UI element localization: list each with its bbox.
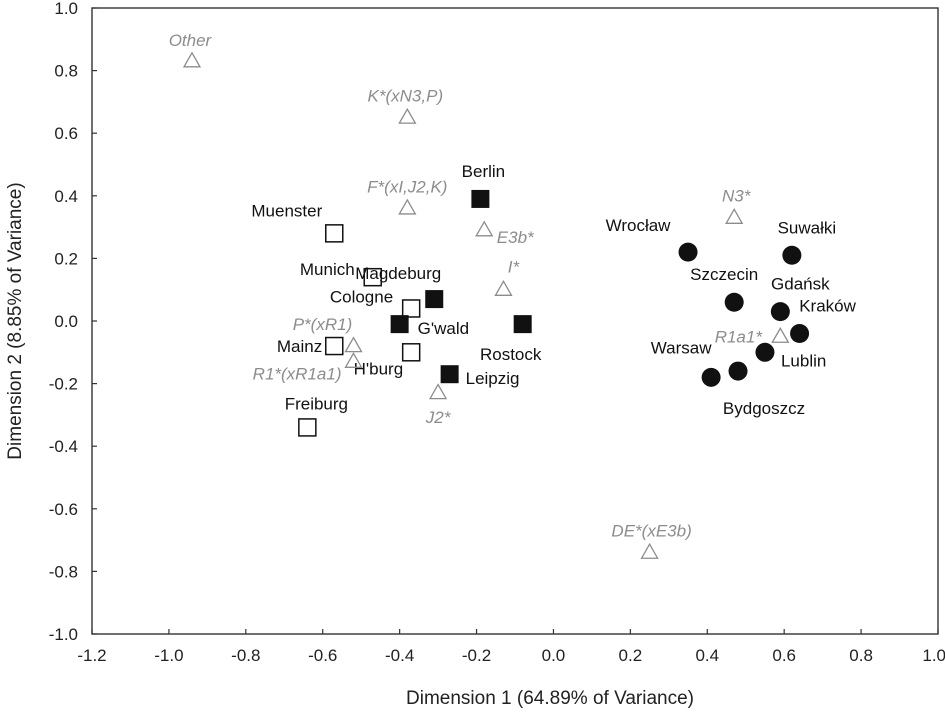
label-krak-w: Kraków bbox=[799, 297, 856, 316]
y-tick-label: 0.4 bbox=[54, 187, 78, 206]
x-axis-title: Dimension 1 (64.89% of Variance) bbox=[406, 688, 694, 709]
y-tick-label: 0.6 bbox=[54, 124, 78, 143]
point-muenster bbox=[325, 224, 344, 243]
x-tick-label: -0.4 bbox=[385, 646, 414, 665]
point-gda-sk bbox=[770, 302, 790, 322]
label-gda-sk: Gdańsk bbox=[771, 275, 830, 294]
point-r1-xr1a1 bbox=[344, 351, 363, 368]
point-freiburg bbox=[298, 418, 317, 437]
label-berlin: Berlin bbox=[462, 162, 505, 181]
point-i bbox=[494, 279, 513, 296]
y-tick-label: -0.6 bbox=[49, 500, 78, 519]
x-tick-label: -1.0 bbox=[154, 646, 183, 665]
point-szczecin bbox=[724, 292, 744, 312]
label-muenster: Muenster bbox=[251, 201, 322, 220]
label-leipzig: Leipzig bbox=[466, 369, 520, 388]
point-lublin bbox=[755, 342, 775, 362]
label-k-xn3-p: K*(xN3,P) bbox=[368, 87, 444, 106]
x-tick-label: 0.4 bbox=[695, 646, 719, 665]
x-tick-label: -0.6 bbox=[308, 646, 337, 665]
label-warsaw: Warsaw bbox=[651, 338, 712, 357]
y-tick-label: 0.8 bbox=[54, 62, 78, 81]
x-tick-label: 0.6 bbox=[772, 646, 796, 665]
point-k-xn3-p bbox=[398, 107, 417, 124]
point-h-burg bbox=[401, 343, 421, 362]
point-magdeburg bbox=[425, 290, 444, 309]
x-tick-label: 1.0 bbox=[922, 646, 945, 665]
point-e3b bbox=[475, 220, 494, 237]
label-n3: N3* bbox=[722, 187, 752, 206]
label-f-xi-j2-k: F*(xI,J2,K) bbox=[367, 177, 447, 196]
point-munich bbox=[363, 267, 382, 287]
label-h-burg: H'burg bbox=[354, 359, 404, 378]
x-tick-label: 0.0 bbox=[542, 646, 566, 665]
x-axis: -1.2 -1.0 -0.8 -0.6 -0.4 -0.2 0.0 0.2 0.4 0.6 0.8 1… bbox=[77, 629, 945, 665]
label-lublin: Lublin bbox=[781, 351, 826, 370]
point-mainz bbox=[325, 336, 344, 356]
label-j2: J2* bbox=[425, 408, 452, 427]
point-suwa-ki bbox=[782, 245, 802, 265]
x-tick-label: 0.2 bbox=[619, 646, 643, 665]
point-warsaw bbox=[701, 367, 721, 387]
point-wroc-aw bbox=[678, 242, 698, 262]
x-tick-label: -1.2 bbox=[77, 646, 106, 665]
label-freiburg: Freiburg bbox=[285, 394, 348, 413]
label-munich: Munich bbox=[300, 260, 355, 279]
x-tick-label: 0.8 bbox=[849, 646, 873, 665]
point-rostock bbox=[513, 315, 532, 334]
y-tick-label: -1.0 bbox=[49, 625, 78, 644]
label-szczecin: Szczecin bbox=[690, 265, 758, 284]
point-r1a1 bbox=[771, 326, 790, 343]
label-cologne: Cologne bbox=[330, 287, 393, 306]
y-tick-label: 1.0 bbox=[54, 0, 78, 18]
label-other: Other bbox=[169, 31, 213, 50]
point-g-wald bbox=[390, 315, 409, 334]
label-r1a1: R1a1* bbox=[715, 328, 764, 347]
point-j2 bbox=[428, 383, 448, 400]
point-f-xi-j2-k bbox=[398, 198, 417, 215]
label-p-xr1: P*(xR1) bbox=[293, 315, 353, 334]
point-krak-w bbox=[790, 324, 810, 344]
label-mainz: Mainz bbox=[277, 337, 322, 356]
label-suwa-ki: Suwałki bbox=[778, 218, 837, 237]
label-wroc-aw: Wrocław bbox=[606, 216, 672, 235]
y-tick-label: 0.0 bbox=[54, 312, 78, 331]
y-tick-label: -0.2 bbox=[49, 375, 78, 394]
label-rostock: Rostock bbox=[480, 345, 542, 364]
plot-marks: Muenster Munich Cologne Mainz H'burg Freiburg… bbox=[169, 31, 857, 559]
point-de-xe3b bbox=[640, 542, 659, 559]
label-bydgoszcz: Bydgoszcz bbox=[723, 399, 805, 418]
label-e3b: E3b* bbox=[497, 228, 535, 247]
y-tick-label: -0.8 bbox=[49, 562, 78, 581]
point-leipzig bbox=[440, 365, 459, 384]
label-g-wald: G'wald bbox=[418, 319, 469, 338]
point-other bbox=[182, 51, 202, 68]
point-bydgoszcz bbox=[728, 361, 748, 381]
y-axis: 1.0 0.8 0.6 0.4 0.2 0.0 -0.2 -0.4 -0.6 -0.8 -1.0 bbox=[49, 0, 97, 644]
y-tick-label: -0.4 bbox=[49, 437, 78, 456]
x-tick-label: -0.8 bbox=[231, 646, 260, 665]
point-n3 bbox=[725, 207, 744, 224]
label-r1-xr1a1: R1*(xR1a1) bbox=[253, 365, 342, 384]
point-berlin bbox=[471, 189, 490, 208]
label-magdeburg: Magdeburg bbox=[355, 264, 441, 283]
y-axis-title: Dimension 2 (8.85% of Variance) bbox=[5, 182, 26, 459]
point-cologne bbox=[401, 299, 421, 318]
point-p-xr1 bbox=[344, 336, 363, 353]
y-tick-label: 0.2 bbox=[54, 249, 78, 268]
label-de-xe3b: DE*(xE3b) bbox=[611, 522, 691, 541]
label-i: I* bbox=[508, 258, 521, 277]
x-tick-label: -0.2 bbox=[462, 646, 491, 665]
